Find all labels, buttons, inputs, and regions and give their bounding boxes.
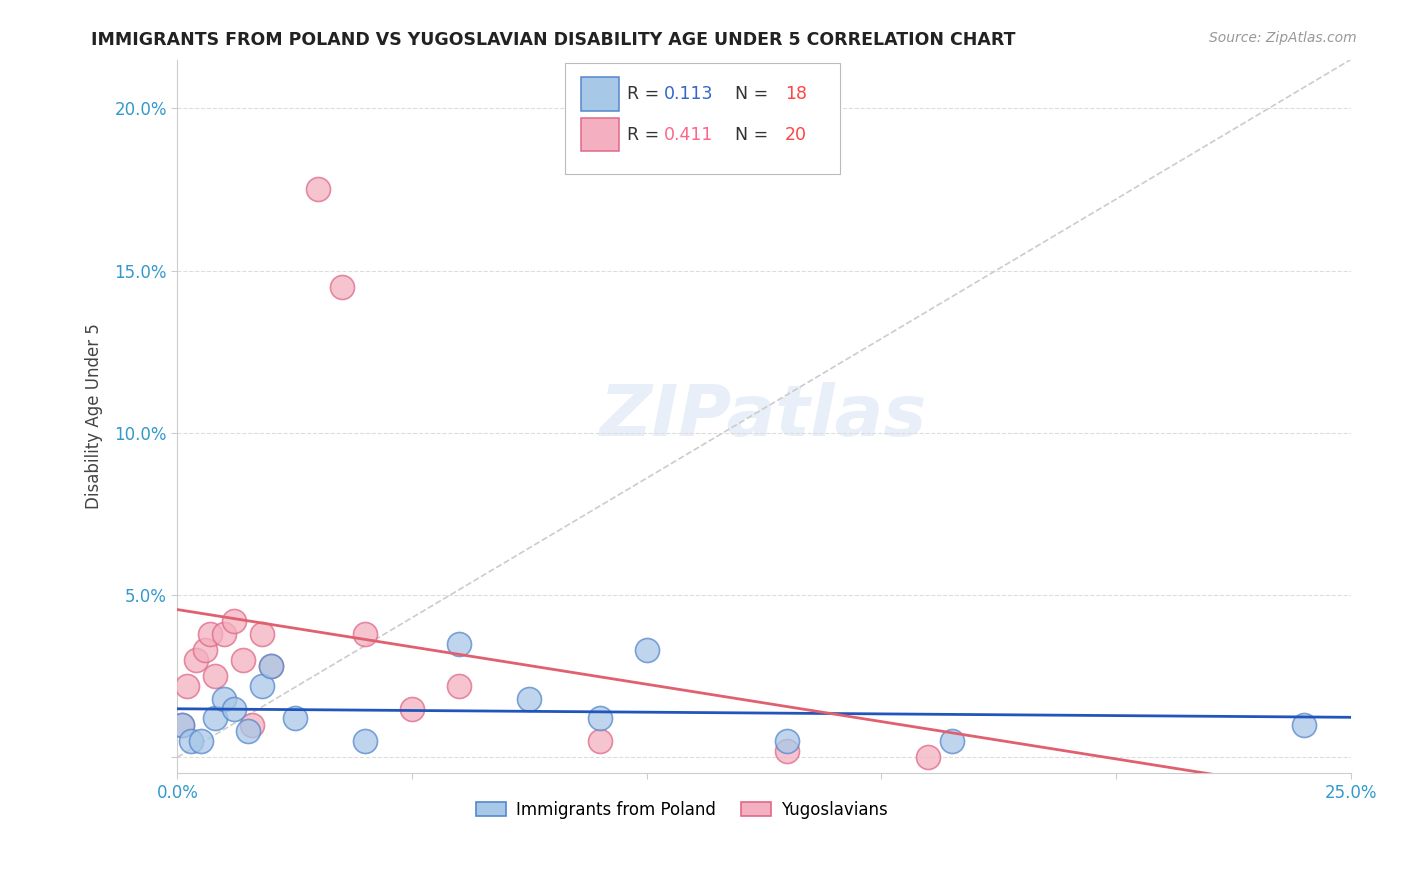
Point <box>1292 718 1315 732</box>
Point <box>204 711 226 725</box>
Text: N =: N = <box>724 85 773 103</box>
Text: Source: ZipAtlas.com: Source: ZipAtlas.com <box>1209 31 1357 45</box>
Text: 20: 20 <box>785 126 807 144</box>
Point <box>236 724 259 739</box>
Point <box>260 659 283 673</box>
Point <box>284 711 307 725</box>
FancyBboxPatch shape <box>581 77 619 111</box>
Point <box>250 679 273 693</box>
Point <box>354 734 377 748</box>
Point <box>232 653 254 667</box>
Text: 18: 18 <box>785 85 807 103</box>
Point <box>354 627 377 641</box>
Point <box>214 691 236 706</box>
Point <box>214 627 236 641</box>
Text: 0.411: 0.411 <box>664 126 714 144</box>
Point <box>170 718 193 732</box>
Point <box>222 614 245 628</box>
FancyBboxPatch shape <box>581 118 619 152</box>
Point <box>330 279 353 293</box>
Point <box>204 669 226 683</box>
Point <box>917 750 939 764</box>
Point <box>170 718 193 732</box>
Point <box>447 679 470 693</box>
Text: N =: N = <box>724 126 773 144</box>
Point <box>176 679 198 693</box>
Text: ZIPatlas: ZIPatlas <box>600 382 928 451</box>
Point <box>401 701 423 715</box>
Point <box>447 637 470 651</box>
Point <box>307 182 329 196</box>
Point <box>776 744 799 758</box>
Point <box>222 701 245 715</box>
Point <box>184 653 207 667</box>
Point <box>180 734 202 748</box>
FancyBboxPatch shape <box>565 63 841 174</box>
Point <box>250 627 273 641</box>
Text: R =: R = <box>627 126 665 144</box>
Point <box>636 643 658 657</box>
Text: IMMIGRANTS FROM POLAND VS YUGOSLAVIAN DISABILITY AGE UNDER 5 CORRELATION CHART: IMMIGRANTS FROM POLAND VS YUGOSLAVIAN DI… <box>91 31 1017 49</box>
Point <box>190 734 212 748</box>
Point <box>941 734 963 748</box>
Text: R =: R = <box>627 85 665 103</box>
Point <box>589 711 612 725</box>
Point <box>260 659 283 673</box>
Legend: Immigrants from Poland, Yugoslavians: Immigrants from Poland, Yugoslavians <box>470 795 894 826</box>
Point <box>776 734 799 748</box>
Point <box>198 627 221 641</box>
Y-axis label: Disability Age Under 5: Disability Age Under 5 <box>86 324 103 509</box>
Point <box>242 718 264 732</box>
Point <box>589 734 612 748</box>
Point <box>517 691 540 706</box>
Point <box>194 643 217 657</box>
Text: 0.113: 0.113 <box>664 85 714 103</box>
